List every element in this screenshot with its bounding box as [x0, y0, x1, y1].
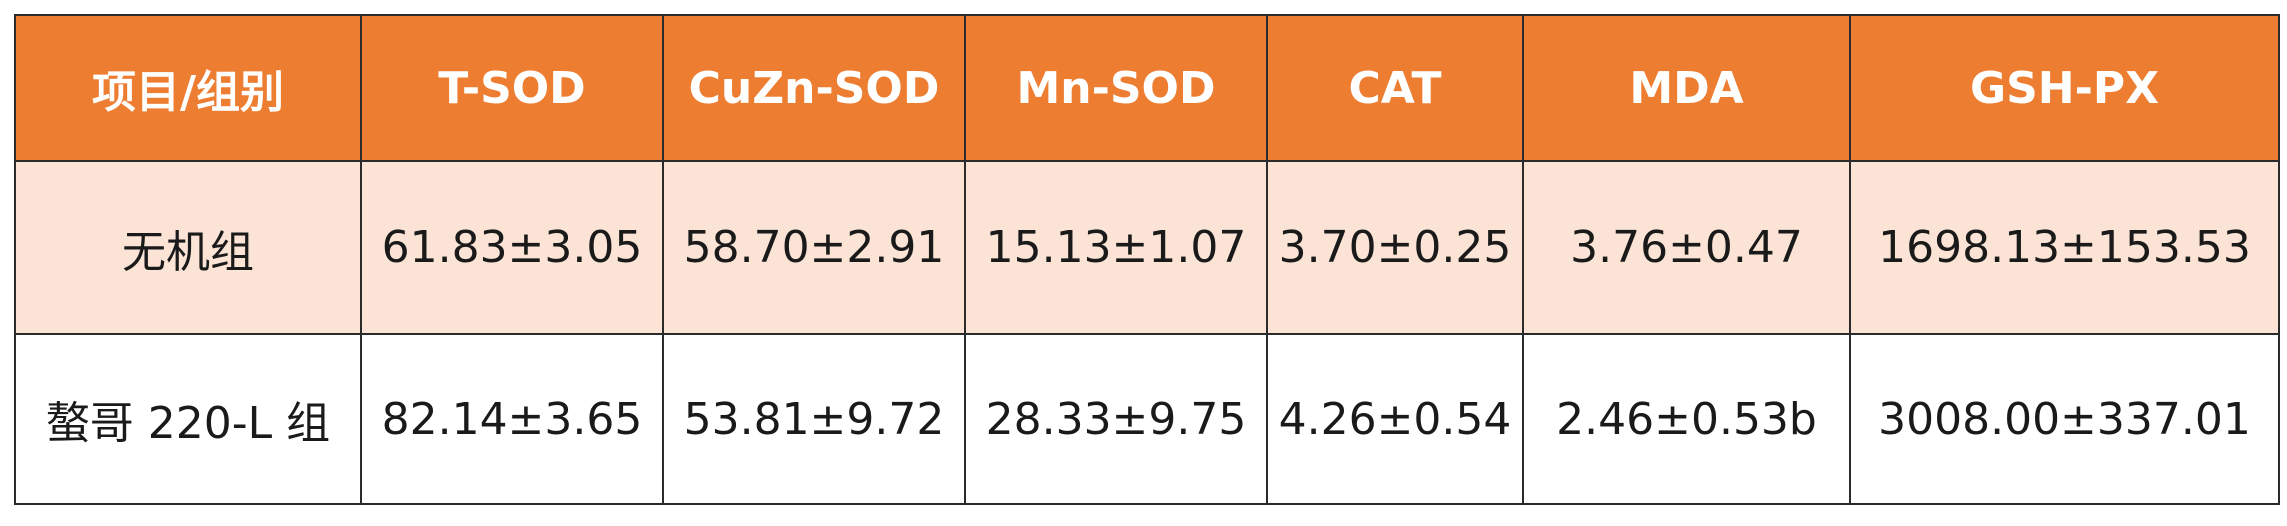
table-cell-gsh-px: 1698.13±153.53	[1849, 160, 2280, 335]
table-cell-cat: 4.26±0.54	[1266, 333, 1524, 505]
table-row: 螯哥 220-L 组 82.14±3.65 53.81±9.72 28.33±9…	[14, 333, 2280, 505]
data-table: 项目/组别 T-SOD CuZn-SOD Mn-SOD CAT MDA GSH-…	[14, 14, 2280, 505]
row-label-cell: 无机组	[14, 160, 362, 335]
table-cell-mda: 2.46±0.53b	[1522, 333, 1851, 505]
table-row: 无机组 61.83±3.05 58.70±2.91 15.13±1.07 3.7…	[14, 160, 2280, 335]
table-cell-cuzn-sod: 53.81±9.72	[662, 333, 966, 505]
table-cell-t-sod: 82.14±3.65	[360, 333, 664, 505]
header-cell-gsh-px: GSH-PX	[1849, 14, 2280, 162]
table-cell-t-sod: 61.83±3.05	[360, 160, 664, 335]
table-cell-mn-sod: 28.33±9.75	[964, 333, 1268, 505]
header-cell-cat: CAT	[1266, 14, 1524, 162]
header-cell-t-sod: T-SOD	[360, 14, 664, 162]
row-label-cell: 螯哥 220-L 组	[14, 333, 362, 505]
table-cell-cat: 3.70±0.25	[1266, 160, 1524, 335]
header-cell-group: 项目/组别	[14, 14, 362, 162]
header-row: 项目/组别 T-SOD CuZn-SOD Mn-SOD CAT MDA GSH-…	[14, 14, 2280, 162]
header-cell-mn-sod: Mn-SOD	[964, 14, 1268, 162]
table-cell-mn-sod: 15.13±1.07	[964, 160, 1268, 335]
data-table-container: 项目/组别 T-SOD CuZn-SOD Mn-SOD CAT MDA GSH-…	[14, 14, 2280, 505]
header-cell-mda: MDA	[1522, 14, 1851, 162]
table-cell-cuzn-sod: 58.70±2.91	[662, 160, 966, 335]
table-cell-gsh-px: 3008.00±337.01	[1849, 333, 2280, 505]
table-cell-mda: 3.76±0.47	[1522, 160, 1851, 335]
table-body: 无机组 61.83±3.05 58.70±2.91 15.13±1.07 3.7…	[14, 160, 2280, 505]
table-header: 项目/组别 T-SOD CuZn-SOD Mn-SOD CAT MDA GSH-…	[14, 14, 2280, 162]
header-cell-cuzn-sod: CuZn-SOD	[662, 14, 966, 162]
